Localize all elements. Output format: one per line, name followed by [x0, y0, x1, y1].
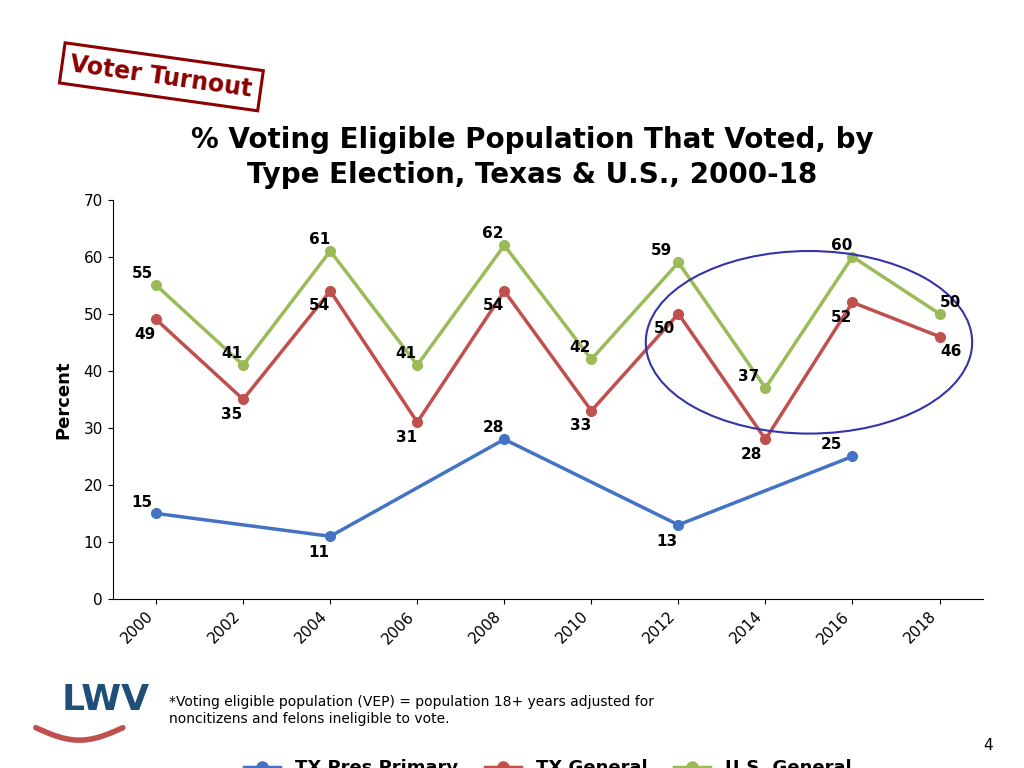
U.S. General [412, 360, 424, 369]
Text: 52: 52 [830, 310, 852, 325]
U.S. General [499, 240, 511, 250]
Text: 35: 35 [221, 407, 243, 422]
Text: % Voting Eligible Population That Voted, by
Type Election, Texas & U.S., 2000-18: % Voting Eligible Population That Voted,… [191, 126, 873, 189]
TX Pres Primary [847, 452, 859, 461]
U.S. General [151, 280, 163, 290]
Legend: TX Pres Primary, TX General, U.S. General: TX Pres Primary, TX General, U.S. Genera… [237, 752, 859, 768]
TX General [412, 418, 424, 427]
Text: 13: 13 [656, 534, 678, 548]
TX Pres Primary [151, 509, 163, 518]
U.S. General [673, 258, 685, 267]
Text: 33: 33 [569, 419, 591, 433]
Text: 50: 50 [654, 321, 675, 336]
Text: 61: 61 [308, 232, 330, 247]
Text: 31: 31 [395, 429, 417, 445]
TX General [325, 286, 337, 296]
Text: 41: 41 [395, 346, 417, 361]
U.S. General [760, 383, 772, 392]
U.S. General [238, 360, 250, 369]
Text: 55: 55 [132, 266, 153, 281]
TX General [499, 286, 511, 296]
TX General [760, 435, 772, 444]
Text: LWV: LWV [61, 683, 150, 717]
TX General [847, 298, 859, 307]
Text: 41: 41 [221, 346, 243, 361]
Text: 42: 42 [569, 340, 591, 356]
Text: Voter Turnout: Voter Turnout [69, 52, 254, 101]
Text: 28: 28 [740, 447, 762, 462]
TX Pres Primary [325, 531, 337, 541]
TX General [238, 395, 250, 404]
Text: 50: 50 [940, 295, 962, 310]
TX General [151, 315, 163, 324]
Line: U.S. General: U.S. General [152, 240, 944, 392]
U.S. General [325, 247, 337, 256]
Text: 54: 54 [308, 299, 330, 313]
Text: 59: 59 [651, 243, 673, 259]
TX General [673, 310, 685, 319]
Text: 49: 49 [134, 327, 156, 342]
Text: 15: 15 [132, 495, 153, 509]
Text: 60: 60 [830, 238, 852, 253]
Text: 37: 37 [738, 369, 760, 384]
Text: 46: 46 [940, 344, 962, 359]
Y-axis label: Percent: Percent [54, 360, 73, 439]
U.S. General [586, 355, 598, 364]
Text: 62: 62 [482, 227, 504, 241]
Text: 54: 54 [482, 299, 504, 313]
TX Pres Primary [673, 520, 685, 529]
Line: TX General: TX General [152, 286, 944, 444]
Text: 11: 11 [308, 545, 330, 560]
Text: 4: 4 [984, 737, 993, 753]
TX General [934, 332, 946, 341]
Text: 28: 28 [482, 420, 504, 435]
U.S. General [847, 252, 859, 261]
TX General [586, 406, 598, 415]
Text: *Voting eligible population (VEP) = population 18+ years adjusted for
noncitizen: *Voting eligible population (VEP) = popu… [169, 695, 654, 726]
Text: 25: 25 [821, 438, 843, 452]
Line: TX Pres Primary: TX Pres Primary [152, 435, 857, 541]
TX Pres Primary [499, 435, 511, 444]
U.S. General [934, 310, 946, 319]
